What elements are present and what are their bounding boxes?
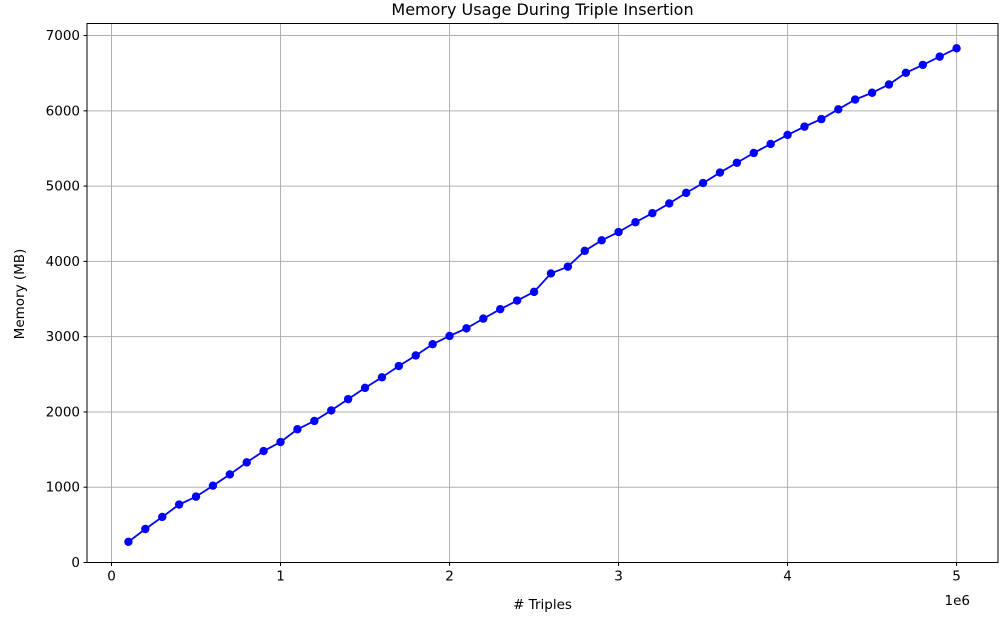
data-point-marker [479, 314, 488, 323]
data-point-marker [749, 148, 758, 158]
x-tick-label: 1 [276, 569, 285, 585]
data-point-marker [411, 351, 420, 360]
x-tick-label: 0 [107, 569, 116, 585]
data-point-marker [310, 416, 319, 426]
chart-title: Memory Usage During Triple Insertion [391, 0, 694, 19]
x-tick-label: 5 [952, 569, 961, 585]
data-point-marker [766, 139, 775, 149]
y-axis-label: Memory (MB) [12, 248, 28, 340]
data-point-marker [648, 209, 657, 218]
data-point-marker [208, 481, 218, 490]
y-tick-label: 2000 [46, 404, 80, 420]
data-point-marker [834, 105, 843, 114]
data-point-marker [901, 68, 911, 78]
data-point-marker [225, 470, 235, 479]
data-point-marker [665, 199, 674, 208]
data-point-marker [191, 492, 201, 501]
data-point-marker [884, 80, 894, 89]
data-point-marker [580, 246, 589, 256]
data-point-marker [327, 406, 336, 415]
data-point-marker [124, 537, 133, 546]
y-tick-label: 4000 [46, 254, 80, 270]
x-tick-label: 3 [614, 569, 623, 585]
x-tick-label: 2 [445, 569, 454, 585]
x-axis-label: # Triples [513, 597, 572, 613]
data-point-marker [512, 296, 522, 305]
axes-frame [86, 23, 999, 563]
data-point-marker [276, 437, 285, 447]
data-point-marker [631, 218, 640, 227]
data-point-marker [360, 383, 370, 393]
data-point-marker [597, 236, 606, 245]
data-point-marker [715, 168, 725, 177]
data-point-marker [546, 269, 556, 278]
data-point-marker [681, 188, 691, 198]
x-tick-label: 4 [783, 569, 792, 585]
data-point-marker [343, 394, 353, 404]
data-point-marker [952, 44, 961, 53]
data-point-marker [850, 95, 860, 104]
y-tick-label: 0 [71, 555, 80, 571]
data-point-marker [698, 178, 708, 188]
data-point-marker [445, 331, 454, 341]
y-tick-label: 7000 [46, 28, 80, 44]
data-point-marker [783, 130, 792, 140]
data-point-marker [141, 524, 150, 534]
y-tick-label: 3000 [46, 329, 80, 345]
data-point-marker [259, 446, 268, 456]
data-point-marker [529, 287, 539, 297]
y-tick-label: 1000 [46, 480, 80, 496]
data-point-marker [158, 512, 167, 522]
data-point-marker [242, 458, 251, 467]
data-point-marker [614, 227, 623, 237]
data-point-marker [174, 500, 184, 509]
y-tick-label: 6000 [46, 103, 80, 119]
data-point-marker [428, 339, 437, 349]
data-point-marker [462, 324, 471, 333]
data-point-marker [918, 60, 927, 70]
data-point-marker [867, 88, 877, 97]
data-point-marker [394, 361, 404, 371]
data-point-marker [800, 122, 809, 131]
data-point-marker [935, 52, 944, 61]
y-tick-label: 5000 [46, 179, 80, 195]
data-point-marker [496, 304, 505, 314]
memory-line-series [127, 47, 957, 543]
data-point-marker [563, 262, 573, 271]
data-point-marker [732, 158, 742, 167]
x-axis-offset-label: 1e6 [944, 593, 970, 609]
data-point-marker [293, 425, 302, 434]
data-point-marker [817, 114, 826, 124]
data-point-marker [377, 373, 387, 382]
